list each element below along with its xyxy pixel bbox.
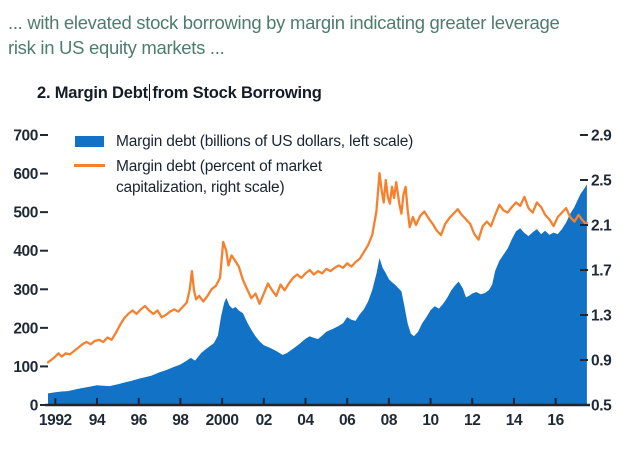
right-axis-tick-label: 2.5 [591,173,612,190]
right-axis-tick-label: 0.9 [591,353,612,370]
legend-item-margin-debt-dollars: Margin debt (billions of US dollars, lef… [73,131,413,152]
x-axis-tick-label: 94 [89,412,106,429]
left-axis-tick-label: 300 [13,282,38,299]
chart-title-part1: 2. Margin Debt [37,84,148,102]
left-axis-tick-label: 0 [30,398,38,415]
line-swatch-icon [74,164,105,167]
legend-label-percent: Margin debt (percent of market capitaliz… [116,156,322,198]
left-axis-tick-label: 200 [13,320,38,337]
x-axis-tick-label: 12 [464,412,480,429]
right-axis-tick-label: 1.7 [591,263,611,280]
legend-label-percent-line1: Margin debt (percent of market [116,158,322,175]
margin-debt-percent-line-series [46,172,589,364]
left-axis-tick-label: 700 [13,128,38,145]
legend-label-dollars: Margin debt (billions of US dollars, lef… [116,133,414,150]
chart-legend: Margin debt (billions of US dollars, lef… [73,131,413,202]
x-axis-tick-label: 98 [172,412,189,429]
left-axis-tick-label: 500 [13,205,38,222]
right-axis-tick-label: 2.1 [591,218,612,235]
x-axis-tick-label: 1992 [39,412,72,429]
legend-item-margin-debt-percent: Margin debt (percent of market capitaliz… [73,156,413,198]
x-axis-tick-label: 96 [130,412,147,429]
right-axis-tick-label: 1.3 [591,308,612,325]
left-axis-tick-label: 400 [13,243,38,260]
area-swatch-icon [75,136,104,147]
x-axis-tick-label: 06 [339,412,356,429]
right-axis-tick-label: 2.9 [591,128,612,145]
caption-line-2: risk in US equity markets ... [8,37,225,58]
chart-title[interactable]: 2. Margin Debt from Stock Borrowing [37,84,322,103]
left-axis-tick-label: 100 [13,359,38,376]
x-axis-tick-label: 10 [422,412,438,429]
right-axis-tick-label: 0.5 [591,398,612,415]
x-axis-tick-label: 2000 [206,412,239,429]
caption-line-1: ... with elevated stock borrowing by mar… [8,12,560,33]
x-axis-tick-label: 08 [381,412,398,429]
x-axis-tick-label: 16 [547,412,564,429]
x-axis-tick-label: 02 [256,412,272,429]
chart-title-part2: from Stock Borrowing [152,84,322,102]
caption-text: ... with elevated stock borrowing by mar… [8,10,636,60]
margin-debt-area-series [48,184,587,404]
x-axis-tick-label: 04 [297,412,314,429]
left-axis-tick-label: 600 [13,166,38,183]
text-cursor [148,84,151,101]
legend-label-percent-line2: capitalization, right scale) [116,179,285,196]
x-axis-tick-label: 14 [506,412,523,429]
